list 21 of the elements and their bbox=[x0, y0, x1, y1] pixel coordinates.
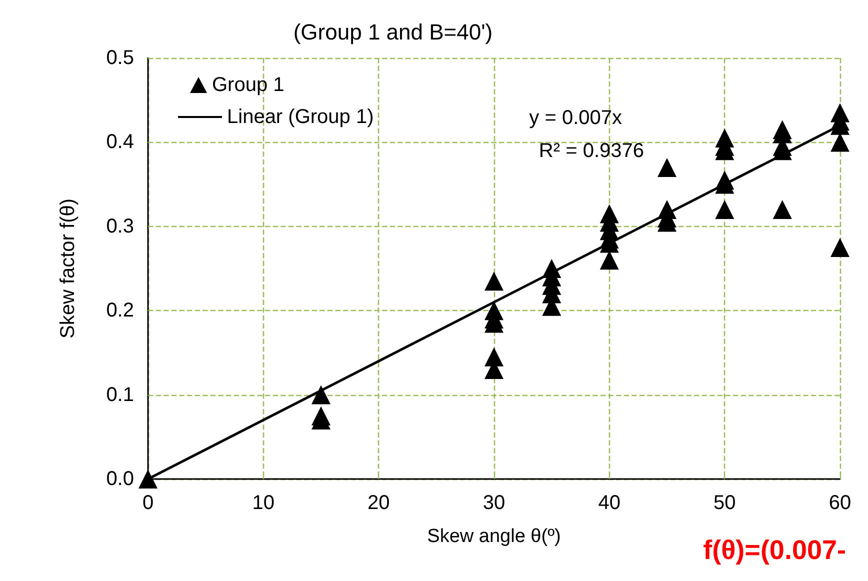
annotation: y = 0.007x bbox=[529, 107, 622, 129]
x-tick-label: 50 bbox=[714, 492, 736, 514]
x-tick-label: 20 bbox=[368, 492, 390, 514]
text: f(θ)=(0.007- bbox=[703, 535, 846, 565]
y-axis-title: Skew factor f(θ) bbox=[57, 198, 79, 339]
y-tick-label: 0.5 bbox=[106, 47, 134, 69]
x-tick-label: 40 bbox=[598, 492, 620, 514]
y-tick-label: 0.2 bbox=[106, 300, 134, 322]
x-tick-label: 10 bbox=[252, 492, 274, 514]
legend-label: Group 1 bbox=[212, 74, 284, 96]
x-tick-label: 0 bbox=[142, 492, 154, 514]
y-tick-label: 0.1 bbox=[106, 384, 134, 406]
x-tick-label: 60 bbox=[828, 492, 852, 514]
x-tick-label: 30 bbox=[482, 492, 506, 514]
y-tick-label: 0.3 bbox=[106, 215, 134, 238]
annotation: R² = 0.9376 bbox=[538, 140, 644, 162]
y-tick-label: 0.4 bbox=[106, 131, 134, 154]
legend-label: Linear (Group 1) bbox=[227, 106, 374, 128]
y-tick-label: 0.0 bbox=[106, 468, 134, 490]
chart-title: (Group 1 and B=40') bbox=[293, 20, 493, 44]
x-axis-title: Skew angle θ(º) bbox=[427, 526, 561, 547]
